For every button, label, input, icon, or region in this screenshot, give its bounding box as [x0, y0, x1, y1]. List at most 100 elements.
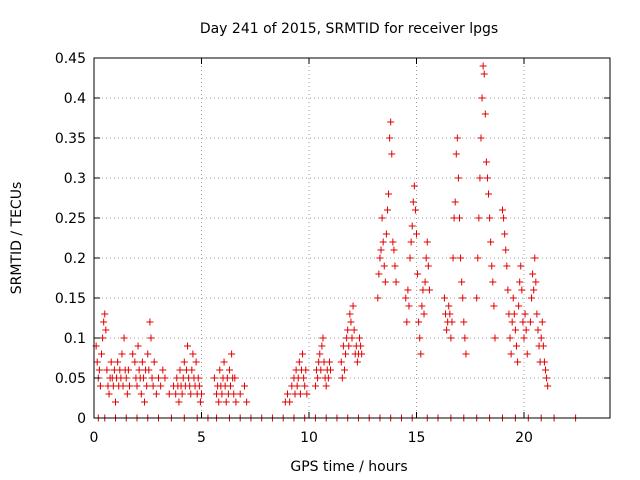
data-point: [381, 278, 389, 286]
data-point: [146, 318, 154, 326]
y-axis-label: SRMTID / TECUs: [9, 182, 25, 295]
data-point: [216, 366, 224, 374]
data-point: [539, 342, 547, 350]
data-point: [318, 342, 326, 350]
data-point: [141, 398, 149, 406]
data-point: [387, 118, 395, 126]
data-point: [145, 366, 153, 374]
data-point: [403, 318, 411, 326]
data-point: [300, 374, 308, 382]
data-point: [194, 374, 202, 382]
y-tick-label: 0.3: [64, 171, 86, 187]
data-point: [445, 302, 453, 310]
data-point: [420, 310, 428, 318]
data-point: [509, 294, 517, 302]
data-point: [150, 358, 158, 366]
data-point: [345, 342, 353, 350]
data-point: [374, 294, 382, 302]
data-point: [358, 350, 366, 358]
data-point: [480, 70, 488, 78]
data-point: [210, 374, 218, 382]
data-point: [421, 278, 429, 286]
data-point: [423, 238, 431, 246]
data-point: [510, 310, 518, 318]
data-point: [379, 238, 387, 246]
data-point: [114, 358, 122, 366]
data-point: [474, 254, 482, 262]
data-point: [532, 278, 540, 286]
data-point: [187, 390, 195, 398]
chart-title: Day 241 of 2015, SRMTID for receiver lpg…: [200, 21, 498, 37]
data-point: [286, 398, 294, 406]
x-axis-label: GPS time / hours: [290, 459, 407, 475]
data-point: [188, 366, 196, 374]
data-point: [481, 110, 489, 118]
data-point: [131, 358, 139, 366]
data-point: [479, 62, 487, 70]
data-point: [473, 294, 481, 302]
data-point: [134, 342, 142, 350]
data-point: [342, 350, 350, 358]
data-point: [101, 310, 109, 318]
data-point: [415, 318, 423, 326]
data-point: [349, 302, 357, 310]
data-point: [501, 230, 509, 238]
data-point: [348, 334, 356, 342]
data-point: [518, 286, 526, 294]
data-point: [178, 390, 186, 398]
data-point: [407, 238, 415, 246]
data-point: [380, 262, 388, 270]
data-point: [353, 358, 361, 366]
data-point: [523, 350, 531, 358]
data-point: [405, 302, 413, 310]
data-point: [411, 206, 419, 214]
data-point: [228, 350, 236, 358]
data-point: [422, 254, 430, 262]
data-point: [488, 262, 496, 270]
data-point: [508, 318, 516, 326]
data-point: [538, 318, 546, 326]
data-point: [95, 366, 103, 374]
data-point: [319, 334, 327, 342]
data-point: [350, 326, 358, 334]
data-point: [124, 366, 132, 374]
data-point: [507, 350, 515, 358]
data-point: [125, 382, 133, 390]
data-point: [533, 310, 541, 318]
data-point: [515, 302, 523, 310]
y-tick-label: 0.25: [55, 211, 86, 227]
data-point: [392, 278, 400, 286]
data-point: [483, 174, 491, 182]
data-point: [143, 382, 151, 390]
data-point: [482, 158, 490, 166]
data-point: [408, 222, 416, 230]
data-point: [404, 286, 412, 294]
data-point: [529, 270, 537, 278]
data-point: [189, 350, 197, 358]
data-point: [502, 246, 510, 254]
data-point: [388, 150, 396, 158]
data-point: [157, 382, 165, 390]
data-point: [102, 326, 110, 334]
y-tick-label: 0.35: [55, 131, 86, 147]
data-point: [317, 366, 325, 374]
data-point: [417, 350, 425, 358]
data-point: [485, 190, 493, 198]
data-point: [530, 286, 538, 294]
data-point: [356, 334, 364, 342]
data-point: [544, 382, 552, 390]
data-point: [390, 246, 398, 254]
x-tick-label: 0: [90, 430, 99, 446]
data-point: [325, 358, 333, 366]
data-point: [462, 350, 470, 358]
data-point: [293, 382, 301, 390]
data-point: [99, 334, 107, 342]
y-tick-label: 0.2: [64, 251, 86, 267]
data-point: [100, 318, 108, 326]
data-point: [346, 310, 354, 318]
data-point: [296, 390, 304, 398]
data-point: [314, 374, 322, 382]
data-point: [540, 358, 548, 366]
data-point: [220, 358, 228, 366]
